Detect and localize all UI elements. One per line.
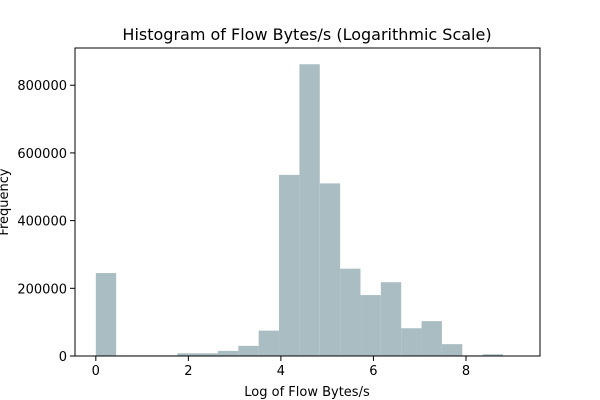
histogram-bar-4 bbox=[177, 353, 198, 356]
histogram-bar-17 bbox=[441, 344, 463, 356]
x-axis-label: Log of Flow Bytes/s bbox=[244, 385, 370, 400]
y-tick-label-3: 600000 bbox=[17, 147, 67, 162]
histogram-bar-16 bbox=[421, 321, 442, 356]
histogram-bar-12 bbox=[340, 268, 361, 356]
y-axis-label: Frequency bbox=[0, 168, 12, 235]
x-tick-label-2: 4 bbox=[277, 364, 285, 379]
x-axis-ticks: 0 2 4 6 8 bbox=[92, 356, 470, 379]
x-tick-label-0: 0 bbox=[92, 364, 100, 379]
y-tick-label-2: 400000 bbox=[17, 215, 67, 230]
histogram-bar-13 bbox=[360, 295, 381, 356]
histogram-bar-6 bbox=[217, 350, 239, 356]
x-tick-label-1: 2 bbox=[184, 364, 192, 379]
y-tick-label-4: 800000 bbox=[17, 79, 67, 94]
histogram-bar-14 bbox=[380, 282, 402, 356]
histogram-bar-10 bbox=[299, 64, 320, 356]
y-tick-label-1: 200000 bbox=[17, 282, 67, 297]
y-axis-ticks: 0 200000 400000 600000 800000 bbox=[17, 79, 75, 365]
histogram-bar-15 bbox=[401, 328, 422, 356]
plot-frame bbox=[74, 47, 541, 357]
chart-title: Histogram of Flow Bytes/s (Logarithmic S… bbox=[122, 25, 491, 44]
histogram-bar-0 bbox=[95, 273, 117, 356]
histogram-bar-11 bbox=[319, 183, 341, 356]
bars-group bbox=[95, 64, 524, 356]
x-tick-label-3: 6 bbox=[369, 364, 377, 379]
histogram-bar-8 bbox=[258, 330, 280, 356]
histogram-bar-9 bbox=[279, 174, 300, 356]
x-tick-label-4: 8 bbox=[462, 364, 470, 379]
histogram-bar-19 bbox=[482, 354, 503, 356]
histogram-bar-7 bbox=[238, 345, 259, 356]
y-tick-label-0: 0 bbox=[59, 350, 67, 365]
histogram-bar-5 bbox=[197, 353, 218, 356]
